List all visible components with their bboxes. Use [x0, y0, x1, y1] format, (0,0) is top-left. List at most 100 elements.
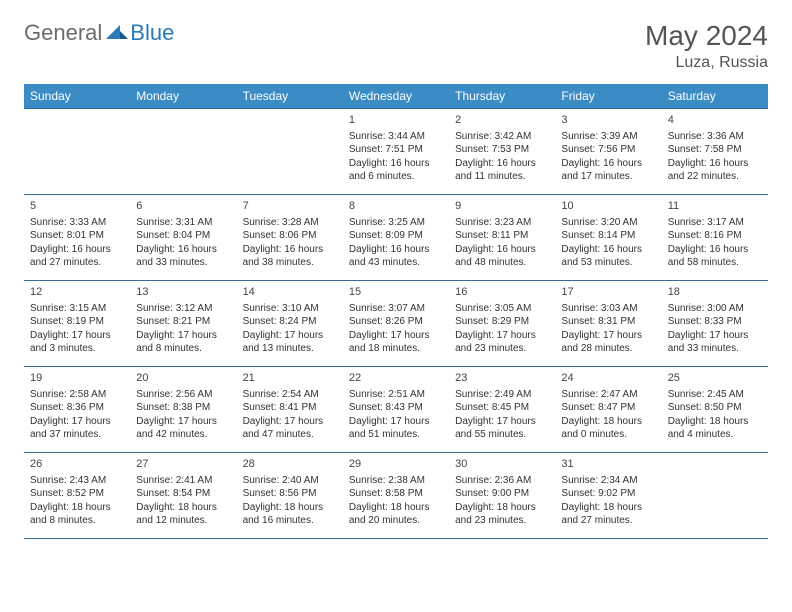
- sunset-text: Sunset: 7:56 PM: [561, 143, 655, 157]
- calendar-cell: 13Sunrise: 3:12 AMSunset: 8:21 PMDayligh…: [130, 281, 236, 367]
- sunrise-text: Sunrise: 3:12 AM: [136, 302, 230, 316]
- sunrise-text: Sunrise: 2:36 AM: [455, 474, 549, 488]
- sunset-text: Sunset: 8:54 PM: [136, 487, 230, 501]
- sunset-text: Sunset: 8:06 PM: [243, 229, 337, 243]
- calendar-cell: 7Sunrise: 3:28 AMSunset: 8:06 PMDaylight…: [237, 195, 343, 281]
- day-number: 29: [349, 457, 443, 472]
- calendar-cell: 1Sunrise: 3:44 AMSunset: 7:51 PMDaylight…: [343, 109, 449, 195]
- daylight-text: Daylight: 17 hours and 8 minutes.: [136, 329, 230, 356]
- sunrise-text: Sunrise: 3:20 AM: [561, 216, 655, 230]
- day-number: 9: [455, 199, 549, 214]
- calendar-cell: 25Sunrise: 2:45 AMSunset: 8:50 PMDayligh…: [662, 367, 768, 453]
- daylight-text: Daylight: 16 hours and 27 minutes.: [30, 243, 124, 270]
- sunrise-text: Sunrise: 3:10 AM: [243, 302, 337, 316]
- day-number: 7: [243, 199, 337, 214]
- day-number: 2: [455, 113, 549, 128]
- sunset-text: Sunset: 7:51 PM: [349, 143, 443, 157]
- day-number: 5: [30, 199, 124, 214]
- calendar-cell: 31Sunrise: 2:34 AMSunset: 9:02 PMDayligh…: [555, 453, 661, 539]
- daylight-text: Daylight: 17 hours and 55 minutes.: [455, 415, 549, 442]
- sunrise-text: Sunrise: 2:43 AM: [30, 474, 124, 488]
- weekday-wednesday: Wednesday: [343, 84, 449, 109]
- calendar-cell: [130, 109, 236, 195]
- sunset-text: Sunset: 8:29 PM: [455, 315, 549, 329]
- sunset-text: Sunset: 8:43 PM: [349, 401, 443, 415]
- sunrise-text: Sunrise: 3:36 AM: [668, 130, 762, 144]
- day-number: 14: [243, 285, 337, 300]
- sunset-text: Sunset: 8:56 PM: [243, 487, 337, 501]
- page-header: General Blue May 2024 Luza, Russia: [24, 20, 768, 72]
- sunrise-text: Sunrise: 3:39 AM: [561, 130, 655, 144]
- daylight-text: Daylight: 18 hours and 0 minutes.: [561, 415, 655, 442]
- calendar-cell: 15Sunrise: 3:07 AMSunset: 8:26 PMDayligh…: [343, 281, 449, 367]
- weekday-friday: Friday: [555, 84, 661, 109]
- sunset-text: Sunset: 8:24 PM: [243, 315, 337, 329]
- weekday-monday: Monday: [130, 84, 236, 109]
- day-number: 20: [136, 371, 230, 386]
- calendar-cell: 3Sunrise: 3:39 AMSunset: 7:56 PMDaylight…: [555, 109, 661, 195]
- sunset-text: Sunset: 8:45 PM: [455, 401, 549, 415]
- weekday-thursday: Thursday: [449, 84, 555, 109]
- sunrise-text: Sunrise: 3:25 AM: [349, 216, 443, 230]
- sunset-text: Sunset: 7:53 PM: [455, 143, 549, 157]
- sunset-text: Sunset: 8:36 PM: [30, 401, 124, 415]
- day-number: 19: [30, 371, 124, 386]
- daylight-text: Daylight: 16 hours and 22 minutes.: [668, 157, 762, 184]
- sunset-text: Sunset: 8:31 PM: [561, 315, 655, 329]
- sunrise-text: Sunrise: 2:54 AM: [243, 388, 337, 402]
- day-number: 13: [136, 285, 230, 300]
- calendar-cell: 27Sunrise: 2:41 AMSunset: 8:54 PMDayligh…: [130, 453, 236, 539]
- day-number: 1: [349, 113, 443, 128]
- calendar-cell: 5Sunrise: 3:33 AMSunset: 8:01 PMDaylight…: [24, 195, 130, 281]
- sunset-text: Sunset: 7:58 PM: [668, 143, 762, 157]
- day-number: 12: [30, 285, 124, 300]
- sunrise-text: Sunrise: 3:03 AM: [561, 302, 655, 316]
- calendar-cell: 9Sunrise: 3:23 AMSunset: 8:11 PMDaylight…: [449, 195, 555, 281]
- sunset-text: Sunset: 8:41 PM: [243, 401, 337, 415]
- calendar-cell: 30Sunrise: 2:36 AMSunset: 9:00 PMDayligh…: [449, 453, 555, 539]
- calendar-cell: 4Sunrise: 3:36 AMSunset: 7:58 PMDaylight…: [662, 109, 768, 195]
- calendar-row: 1Sunrise: 3:44 AMSunset: 7:51 PMDaylight…: [24, 109, 768, 195]
- day-number: 30: [455, 457, 549, 472]
- sunset-text: Sunset: 8:09 PM: [349, 229, 443, 243]
- daylight-text: Daylight: 17 hours and 13 minutes.: [243, 329, 337, 356]
- day-number: 10: [561, 199, 655, 214]
- day-number: 18: [668, 285, 762, 300]
- sunrise-text: Sunrise: 2:38 AM: [349, 474, 443, 488]
- calendar-table: Sunday Monday Tuesday Wednesday Thursday…: [24, 84, 768, 539]
- calendar-cell: 2Sunrise: 3:42 AMSunset: 7:53 PMDaylight…: [449, 109, 555, 195]
- day-number: 28: [243, 457, 337, 472]
- daylight-text: Daylight: 18 hours and 12 minutes.: [136, 501, 230, 528]
- calendar-cell: 16Sunrise: 3:05 AMSunset: 8:29 PMDayligh…: [449, 281, 555, 367]
- sunset-text: Sunset: 8:26 PM: [349, 315, 443, 329]
- calendar-cell: 14 Sunrise: 3:10 AMSunset: 8:24 PMDayligh…: [237, 281, 343, 367]
- calendar-cell: 6Sunrise: 3:31 AMSunset: 8:04 PMDaylight…: [130, 195, 236, 281]
- day-number: 24: [561, 371, 655, 386]
- calendar-cell: 17Sunrise: 3:03 AMSunset: 8:31 PMDayligh…: [555, 281, 661, 367]
- calendar-cell: 26Sunrise: 2:43 AMSunset: 8:52 PMDayligh…: [24, 453, 130, 539]
- sunset-text: Sunset: 8:47 PM: [561, 401, 655, 415]
- calendar-cell: 11Sunrise: 3:17 AMSunset: 8:16 PMDayligh…: [662, 195, 768, 281]
- day-number: 26: [30, 457, 124, 472]
- day-number: 25: [668, 371, 762, 386]
- logo-triangle-icon: [106, 23, 128, 44]
- sunrise-text: Sunrise: 3:05 AM: [455, 302, 549, 316]
- day-number: 6: [136, 199, 230, 214]
- day-number: 31: [561, 457, 655, 472]
- calendar-cell: [24, 109, 130, 195]
- calendar-cell: 28Sunrise: 2:40 AMSunset: 8:56 PMDayligh…: [237, 453, 343, 539]
- daylight-text: Daylight: 17 hours and 3 minutes.: [30, 329, 124, 356]
- day-number: 23: [455, 371, 549, 386]
- logo: General Blue: [24, 20, 174, 46]
- calendar-cell: 8Sunrise: 3:25 AMSunset: 8:09 PMDaylight…: [343, 195, 449, 281]
- sunrise-text: Sunrise: 3:23 AM: [455, 216, 549, 230]
- day-number: 15: [349, 285, 443, 300]
- logo-text-general: General: [24, 20, 102, 46]
- sunrise-text: Sunrise: 2:58 AM: [30, 388, 124, 402]
- sunrise-text: Sunrise: 2:40 AM: [243, 474, 337, 488]
- sunset-text: Sunset: 9:02 PM: [561, 487, 655, 501]
- weekday-header-row: Sunday Monday Tuesday Wednesday Thursday…: [24, 84, 768, 109]
- daylight-text: Daylight: 17 hours and 28 minutes.: [561, 329, 655, 356]
- calendar-cell: 12Sunrise: 3:15 AMSunset: 8:19 PMDayligh…: [24, 281, 130, 367]
- daylight-text: Daylight: 16 hours and 17 minutes.: [561, 157, 655, 184]
